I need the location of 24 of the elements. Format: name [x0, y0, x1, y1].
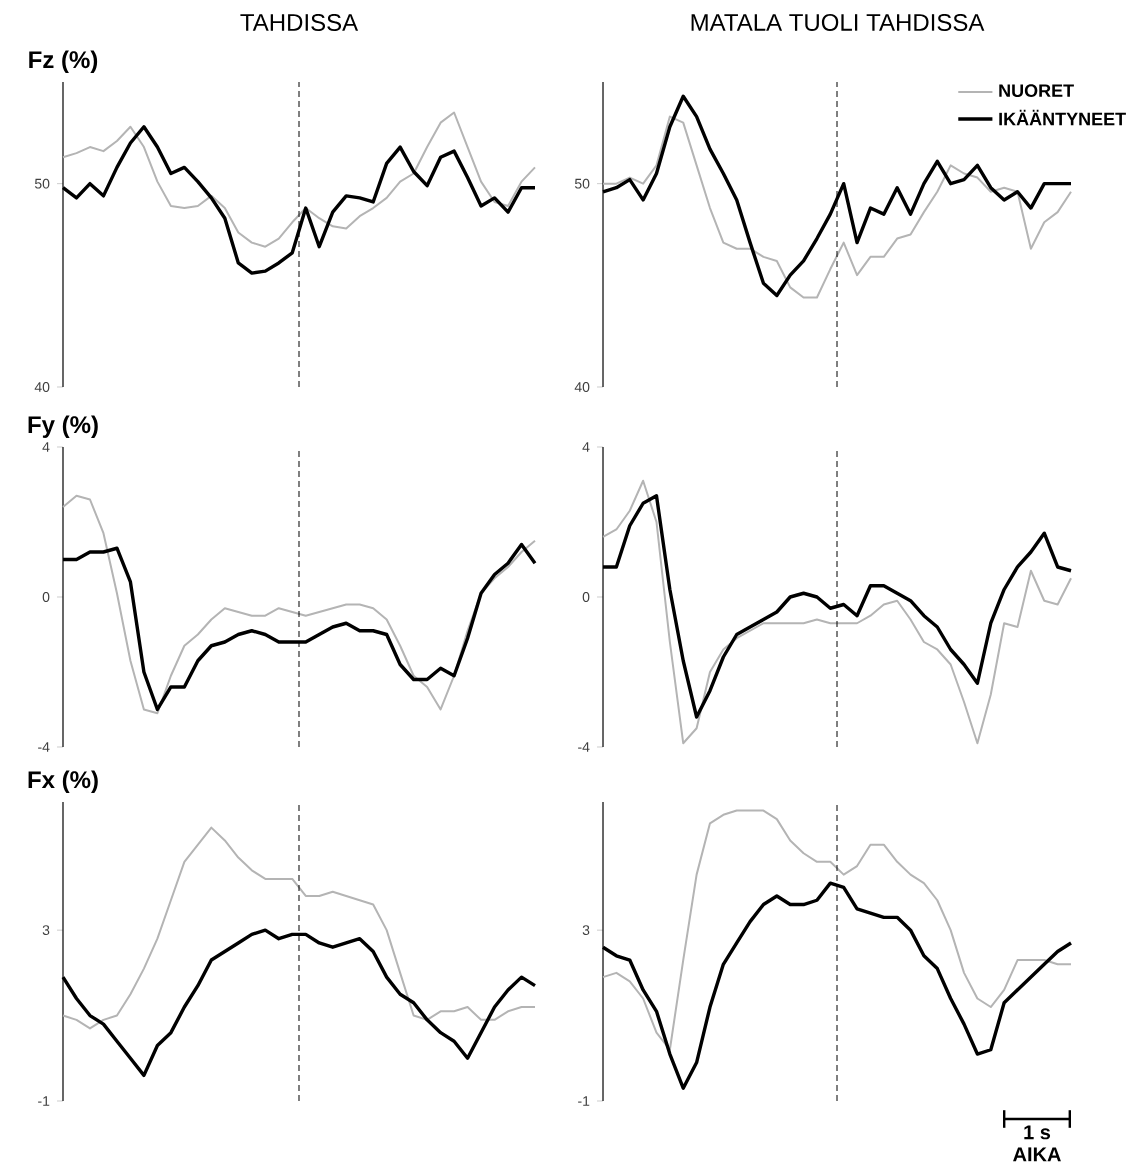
y-axis-title: Fx (%): [28, 770, 98, 793]
y-axis-title: Fz (%): [29, 50, 98, 73]
y-tick-label: 40: [574, 382, 590, 392]
chart-title: TAHDISSA: [240, 13, 359, 31]
y-tick-label: -1: [578, 1096, 590, 1106]
text: 1 s: [1024, 1125, 1051, 1140]
x-axis-title: AIKA: [1013, 1147, 1061, 1162]
legend-label: NUORET: [999, 84, 1074, 98]
y-axis-title: Fy (%): [28, 415, 98, 438]
chart-title: MATALA TUOLI TAHDISSA: [691, 13, 985, 31]
y-tick-label: -1: [38, 1096, 50, 1106]
y-tick-label: 0: [42, 592, 50, 602]
y-tick-label: 4: [582, 442, 590, 452]
y-tick-label: 50: [34, 178, 50, 189]
y-tick-label: 0: [582, 592, 590, 602]
legend-label: IKÄÄNTYNEET: [999, 109, 1126, 126]
y-tick-label: 3: [582, 925, 590, 936]
y-tick-label: 4: [42, 442, 50, 452]
y-tick-label: -4: [578, 742, 590, 752]
y-tick-label: -4: [38, 742, 50, 752]
line-series: [62, 111, 536, 248]
y-tick-label: 40: [34, 382, 50, 392]
y-tick-label: 3: [42, 925, 50, 936]
y-tick-label: 50: [574, 178, 590, 189]
